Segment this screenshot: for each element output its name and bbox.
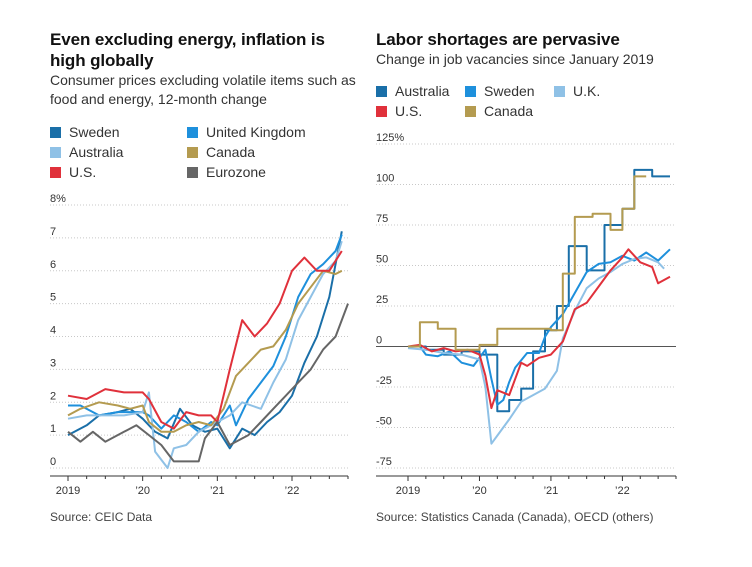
left-series-u-s xyxy=(67,250,343,430)
left-x-tick-label: ’20 xyxy=(135,485,150,497)
legend-swatch xyxy=(465,86,476,97)
right-series-australia xyxy=(408,168,670,413)
left-y-tick-label: 8% xyxy=(50,193,66,205)
left-x-tick-label: ’22 xyxy=(285,485,300,497)
left-plot-area: 0 1 2 3 4 5 6 7 8% 2019 ’20 ’21 ’22 xyxy=(50,193,349,497)
left-y-tick-label: 3 xyxy=(50,357,56,369)
legend-swatch xyxy=(554,86,565,97)
left-x-tick-label: 2019 xyxy=(56,485,80,497)
legend-swatch xyxy=(187,147,198,158)
legend-uk-right: U.K. xyxy=(554,83,600,99)
right-y-tick-label: -75 xyxy=(376,456,392,468)
right-chart-title: Labor shortages are pervasive xyxy=(376,30,620,49)
legend-us-right: U.S. xyxy=(376,103,422,119)
right-plot-area: -75 -50 -25 0 25 50 75 100 125% 2019 ’20 ’21 ’22 xyxy=(376,132,677,497)
right-y-tick-label: 0 xyxy=(376,335,382,347)
legend-swatch xyxy=(376,86,387,97)
right-series-u-k xyxy=(407,256,665,445)
left-y-tick-label: 2 xyxy=(50,390,56,402)
right-x-tick-label: ’22 xyxy=(615,485,630,497)
legend-eurozone: Eurozone xyxy=(187,164,266,180)
legend-sweden: Sweden xyxy=(50,124,120,140)
left-y-tick-label: 7 xyxy=(50,226,56,238)
right-series-u-s xyxy=(407,248,671,410)
right-y-tick-label: 100 xyxy=(376,173,394,185)
legend-swatch xyxy=(465,106,476,117)
right-y-tick-label: -25 xyxy=(376,375,392,387)
right-chart-subtitle: Change in job vacancies since January 20… xyxy=(376,51,654,67)
legend-australia: Australia xyxy=(50,144,123,160)
right-x-tick-label: ’21 xyxy=(544,485,559,497)
left-y-tick-label: 1 xyxy=(50,423,56,435)
legend-canada-right: Canada xyxy=(465,103,533,119)
left-chart-title: Even excluding energy, inflation is high… xyxy=(50,30,325,70)
left-y-tick-label: 0 xyxy=(50,456,56,468)
left-series-united-kingdom xyxy=(68,234,343,433)
left-series-canada xyxy=(67,269,343,433)
left-chart-subtitle: Consumer prices excluding volatile items… xyxy=(50,72,356,107)
legend-swatch xyxy=(50,147,61,158)
legend-us: U.S. xyxy=(50,164,96,180)
left-x-tick-label: ’21 xyxy=(210,485,225,497)
legend-swatch xyxy=(376,106,387,117)
legend-swatch xyxy=(50,127,61,138)
right-y-tick-label: 125% xyxy=(376,132,404,144)
left-series-eurozone xyxy=(67,303,349,463)
left-y-tick-label: 6 xyxy=(50,259,56,271)
legend-sweden-right: Sweden xyxy=(465,83,535,99)
legend-canada: Canada xyxy=(187,144,255,160)
legend-swatch xyxy=(187,127,198,138)
right-series-sweden xyxy=(408,248,671,406)
right-series-canada xyxy=(408,175,647,351)
right-y-tick-label: 75 xyxy=(376,213,388,225)
legend-swatch xyxy=(187,167,198,178)
legend-united-kingdom: United Kingdom xyxy=(187,124,306,140)
left-series-australia xyxy=(67,240,343,469)
right-x-tick-label: ’20 xyxy=(472,485,487,497)
right-y-tick-label: 25 xyxy=(376,294,388,306)
left-y-tick-label: 5 xyxy=(50,292,56,304)
left-y-tick-label: 4 xyxy=(50,325,56,337)
right-x-tick-label: 2019 xyxy=(396,485,420,497)
right-y-tick-label: -50 xyxy=(376,416,392,428)
legend-australia-right: Australia xyxy=(376,83,449,99)
right-chart-source: Source: Statistics Canada (Canada), OECD… xyxy=(376,510,654,524)
right-y-tick-label: 50 xyxy=(376,254,388,266)
left-chart-source: Source: CEIC Data xyxy=(50,510,153,524)
legend-swatch xyxy=(50,167,61,178)
